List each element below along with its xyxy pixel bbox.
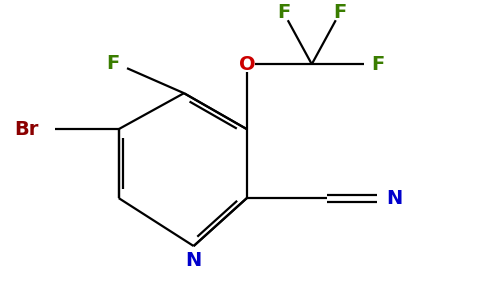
Text: O: O — [239, 55, 255, 74]
Text: F: F — [333, 3, 347, 22]
Text: N: N — [387, 189, 403, 208]
Text: F: F — [277, 3, 290, 22]
Text: F: F — [372, 55, 385, 74]
Text: N: N — [185, 250, 202, 269]
Text: F: F — [106, 54, 119, 73]
Text: Br: Br — [15, 120, 39, 139]
